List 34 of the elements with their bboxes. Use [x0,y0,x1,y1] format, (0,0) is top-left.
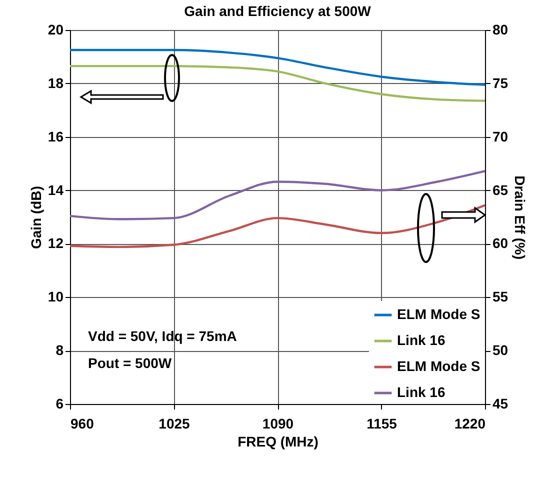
legend-label: ELM Mode S [397,358,480,374]
line-series [68,204,486,248]
x-axis-title: FREQ (MHz) [238,434,318,450]
y2-tick-label: 75 [492,74,508,91]
line-series [68,48,486,86]
y-tick-label: 8 [56,342,64,358]
y-axis-title: Gain (dB) [28,186,44,249]
y-tick-label: 10 [48,288,64,305]
x-tick-label: 1090 [262,416,294,432]
y-tick-label: 16 [48,128,64,144]
y2-tick-label: 45 [492,396,508,412]
x-tick-label: 1155 [366,416,398,432]
line-series [68,64,486,102]
y2-tick-label: 70 [492,128,508,144]
y-tick-label: 12 [48,235,64,252]
y2-tick-label: 80 [492,22,508,38]
chart-title: Gain and Efficiency at 500W [184,3,372,19]
x-tick-label: 960 [70,416,94,432]
annotation: Pout = 500W [88,355,172,371]
y2-tick-label: 60 [492,235,508,252]
y2-tick-label: 65 [492,182,508,198]
y-tick-label: 14 [48,182,64,198]
y2-axis-title: Drain Eff (%) [512,176,528,260]
x-tick-label: 1220 [454,416,486,432]
legend-label: Link 16 [397,384,446,400]
legend-label: Link 16 [397,332,446,348]
y-tick-label: 6 [56,396,64,412]
y2-tick-label: 55 [492,288,508,305]
y-tick-label: 20 [48,22,64,38]
y-tick-label: 18 [48,74,64,91]
y2-tick-label: 50 [492,342,508,358]
x-tick-label: 1025 [158,416,190,432]
legend-label: ELM Mode S [397,306,480,322]
line-series [68,170,486,220]
